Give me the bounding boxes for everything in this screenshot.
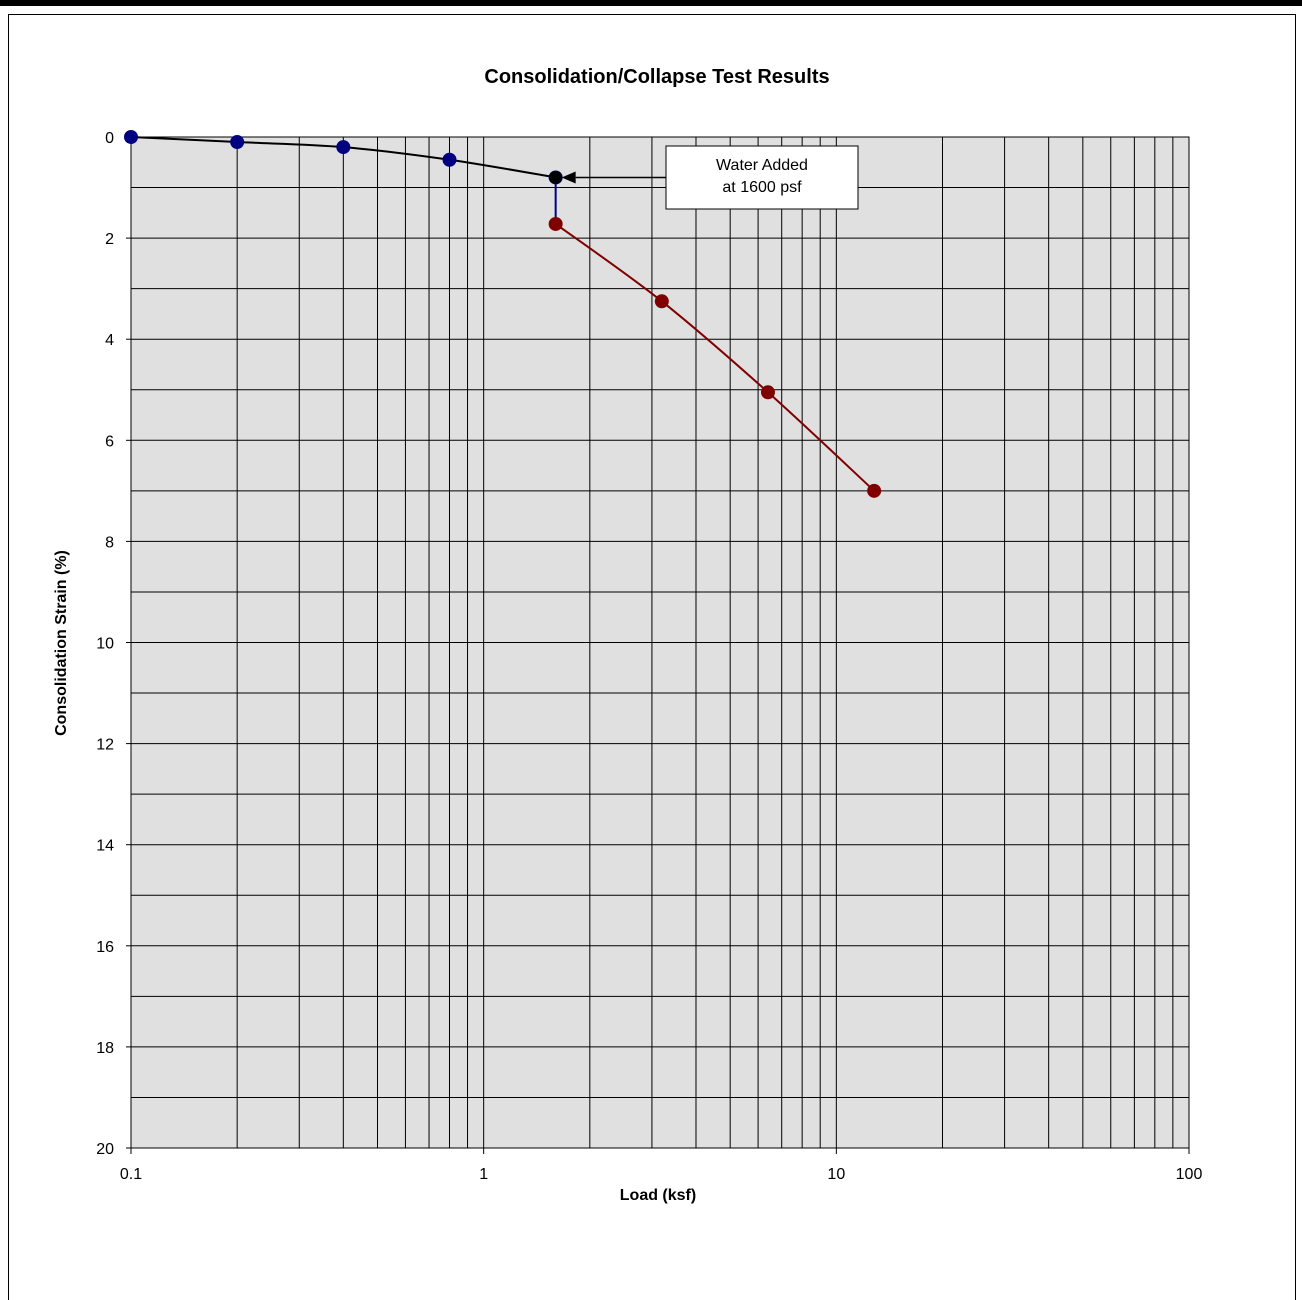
- data-point: [230, 135, 245, 150]
- data-point: [548, 216, 563, 231]
- y-tick-label: 14: [96, 838, 114, 855]
- y-axis-label: Consolidation Strain (%): [53, 550, 70, 736]
- data-point: [124, 130, 138, 144]
- y-tick-label: 12: [96, 737, 114, 754]
- chart-frame: [8, 14, 1296, 1300]
- annotation-text: Water Added: [716, 157, 808, 174]
- y-tick-label: 16: [96, 939, 114, 956]
- x-tick-label: 10: [827, 1166, 845, 1183]
- data-point: [442, 152, 457, 167]
- y-tick-label: 10: [96, 636, 114, 653]
- y-tick-labels: 0 2 4 6 8 10 12 14 16 18 20: [96, 130, 131, 1158]
- top-rule: [0, 0, 1302, 6]
- y-tick-label: 6: [105, 433, 114, 450]
- x-axis-label: Load (ksf): [620, 1187, 696, 1204]
- y-tick-label: 20: [96, 1141, 114, 1158]
- data-point: [867, 483, 882, 498]
- data-point: [654, 294, 669, 309]
- chart-title: Consolidation/Collapse Test Results: [484, 66, 829, 88]
- annotation-box: [665, 145, 859, 210]
- y-tick-label: 0: [105, 130, 114, 147]
- y-tick-label: 18: [96, 1040, 114, 1057]
- water-added-point: [549, 170, 563, 184]
- series-line: [555, 223, 875, 492]
- annotations: Water Added at 1600 psf: [561, 145, 859, 210]
- grid: [131, 137, 1189, 1148]
- annotation-text: at 1600 psf: [722, 179, 802, 196]
- data-point: [760, 385, 775, 400]
- y-tick-label: 4: [105, 332, 114, 349]
- series: [124, 130, 882, 498]
- x-tick-label: 0.1: [120, 1166, 142, 1183]
- x-tick-labels: 0.1 1 10 100: [120, 1148, 1203, 1183]
- x-tick-label: 1: [479, 1166, 488, 1183]
- x-tick-label: 100: [1176, 1166, 1203, 1183]
- data-point: [336, 140, 351, 155]
- annotation-arrow-head: [561, 171, 576, 184]
- y-tick-label: 2: [105, 231, 114, 248]
- y-tick-label: 8: [105, 534, 114, 551]
